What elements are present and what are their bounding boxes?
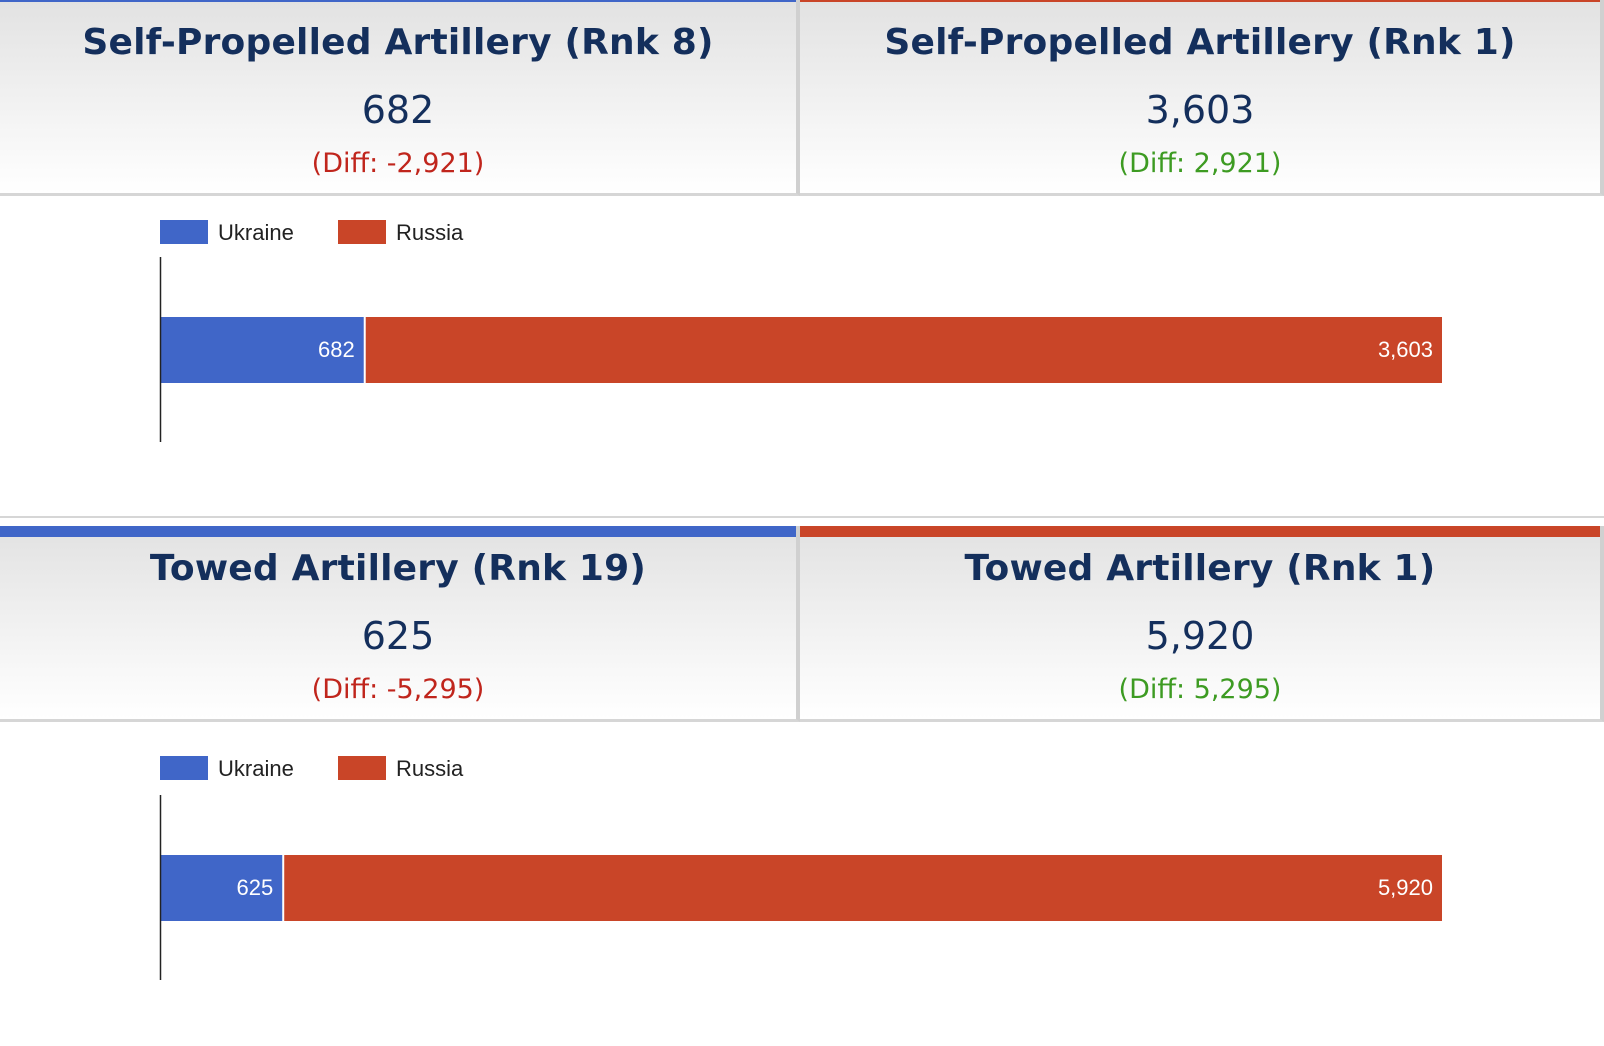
- ukraine-accent-bar-1: [0, 0, 796, 2]
- legend-label-russia: Russia: [396, 220, 464, 245]
- ukraine-panel-2: Towed Artillery (Rnk 19) 625 (Diff: -5,2…: [0, 526, 800, 722]
- russia-accent-bar-1: [800, 0, 1600, 2]
- bar-ukraine: [160, 317, 364, 383]
- russia-panel-diff-1: (Diff: 2,921): [1118, 148, 1282, 179]
- ukraine-panel-title-2: Towed Artillery (Rnk 19): [149, 548, 647, 589]
- legend-label-russia: Russia: [396, 756, 464, 781]
- legend-swatch-ukraine: [160, 220, 208, 244]
- bar-russia: [284, 855, 1442, 921]
- russia-panel-1: Self-Propelled Artillery (Rnk 1) 3,603 (…: [800, 0, 1604, 196]
- bar-ukraine: [160, 855, 283, 921]
- bar-label-ukraine: 682: [318, 337, 355, 362]
- bar-label-russia: 5,920: [1378, 875, 1433, 900]
- ukraine-panel-1: Self-Propelled Artillery (Rnk 8) 682 (Di…: [0, 0, 800, 196]
- bar-label-russia: 3,603: [1378, 337, 1433, 362]
- legend-swatch-ukraine: [160, 756, 208, 780]
- ukraine-accent-bar-2: [0, 526, 796, 537]
- ukraine-panel-diff-2: (Diff: -5,295): [311, 674, 485, 705]
- bar-label-ukraine: 625: [237, 875, 274, 900]
- bar-chart-1: Ukraine Russia 682 3,603: [159, 220, 1442, 442]
- ukraine-panel-diff-1: (Diff: -2,921): [311, 148, 485, 179]
- legend-label-ukraine: Ukraine: [218, 220, 294, 245]
- comparison-header-2: Towed Artillery (Rnk 19) 625 (Diff: -5,2…: [0, 526, 1604, 722]
- ukraine-panel-value-1: 682: [361, 88, 435, 132]
- russia-panel-diff-2: (Diff: 5,295): [1118, 674, 1282, 705]
- ukraine-panel-title-1: Self-Propelled Artillery (Rnk 8): [82, 22, 714, 63]
- russia-panel-2: Towed Artillery (Rnk 1) 5,920 (Diff: 5,2…: [800, 526, 1604, 722]
- legend-label-ukraine: Ukraine: [218, 756, 294, 781]
- legend-swatch-russia: [338, 756, 386, 780]
- ukraine-panel-value-2: 625: [361, 614, 435, 658]
- russia-panel-value-2: 5,920: [1145, 614, 1255, 658]
- russia-panel-value-1: 3,603: [1145, 88, 1255, 132]
- russia-panel-title-2: Towed Artillery (Rnk 1): [964, 548, 1436, 589]
- legend-swatch-russia: [338, 220, 386, 244]
- bar-russia: [365, 317, 1442, 383]
- comparison-header-1: Self-Propelled Artillery (Rnk 8) 682 (Di…: [0, 0, 1604, 196]
- russia-panel-title-1: Self-Propelled Artillery (Rnk 1): [884, 22, 1516, 63]
- russia-accent-bar-2: [800, 526, 1600, 537]
- section-divider: [0, 516, 1604, 518]
- bar-chart-2: Ukraine Russia 625 5,920: [159, 756, 1442, 980]
